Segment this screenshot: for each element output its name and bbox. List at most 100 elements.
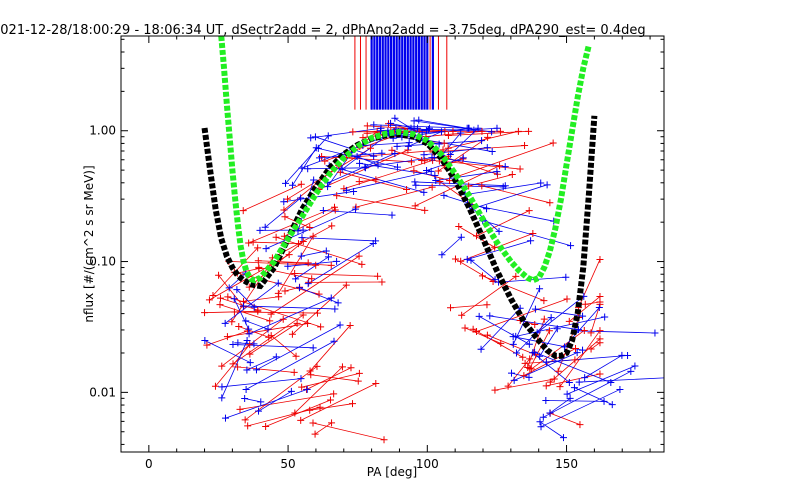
trace-segment	[310, 374, 359, 382]
plus-marker	[474, 124, 482, 132]
plus-marker	[596, 255, 604, 263]
plus-marker	[565, 378, 573, 386]
plus-marker	[483, 331, 491, 339]
plus-marker	[537, 423, 545, 431]
plus-marker	[307, 371, 315, 379]
plus-marker	[306, 406, 314, 414]
plus-marker	[218, 394, 226, 402]
trace-segment	[472, 184, 548, 210]
trace-segment	[529, 330, 550, 369]
plus-marker	[574, 326, 582, 334]
trace-segment	[220, 297, 258, 311]
plus-marker	[519, 353, 527, 361]
plus-marker	[420, 188, 428, 196]
plus-marker	[431, 172, 439, 180]
plus-marker	[298, 383, 306, 391]
plus-marker	[420, 151, 428, 159]
plus-marker	[294, 240, 302, 248]
plus-marker	[203, 341, 211, 349]
trace-segment	[301, 131, 399, 169]
plus-marker	[651, 329, 659, 337]
plus-marker	[444, 132, 452, 140]
plus-marker	[447, 304, 455, 312]
trace-segment	[343, 159, 433, 190]
trace-segment	[435, 171, 497, 181]
green-fit-curve	[218, 36, 592, 284]
trace-segment	[450, 304, 487, 309]
plus-marker	[627, 367, 635, 375]
plus-marker	[292, 275, 300, 283]
plus-marker	[333, 192, 341, 200]
trace-segment	[277, 261, 332, 266]
plus-marker	[243, 366, 251, 374]
plus-marker	[262, 245, 270, 253]
plus-marker	[618, 351, 626, 359]
plus-marker	[361, 163, 369, 171]
plus-marker	[245, 325, 253, 333]
plus-marker	[351, 205, 359, 213]
trace-segment	[482, 220, 571, 247]
plus-marker	[347, 364, 355, 372]
plus-marker	[563, 390, 571, 398]
plus-marker	[246, 341, 254, 349]
plot-area	[120, 35, 665, 453]
plus-marker	[553, 325, 561, 333]
plus-marker	[380, 436, 388, 444]
trace-segment	[540, 389, 621, 428]
plus-marker	[571, 356, 579, 364]
data-markers	[201, 114, 659, 444]
plus-marker	[493, 168, 501, 176]
trace-segment	[283, 191, 354, 203]
plus-marker	[587, 329, 595, 337]
plus-marker	[525, 207, 533, 215]
plus-marker	[616, 385, 624, 393]
plus-marker	[242, 385, 250, 393]
plus-marker	[542, 382, 550, 390]
plus-marker	[536, 418, 544, 426]
trace-segment	[245, 320, 269, 330]
plus-marker	[372, 176, 380, 184]
trace-segment	[448, 130, 529, 136]
trace-segment	[590, 342, 601, 350]
plus-marker	[374, 161, 382, 169]
plus-marker	[608, 401, 616, 409]
plus-marker	[334, 299, 342, 307]
plus-marker	[317, 323, 325, 331]
plus-marker	[249, 238, 257, 246]
trace-segment	[441, 236, 462, 256]
plus-marker	[230, 308, 238, 316]
plus-marker	[267, 310, 275, 318]
plus-marker	[461, 324, 469, 332]
plus-marker	[298, 164, 306, 172]
plus-marker	[257, 398, 265, 406]
trace-segment	[373, 124, 469, 129]
plus-marker	[374, 272, 382, 280]
plus-marker	[546, 409, 554, 417]
plus-marker	[562, 273, 570, 281]
plus-marker	[274, 289, 282, 297]
trace-segment	[425, 130, 483, 137]
plus-marker	[326, 396, 334, 404]
plus-marker	[262, 422, 270, 430]
x-axis-label: PA [deg]	[367, 465, 417, 479]
trace-segment	[414, 120, 492, 133]
plus-marker	[486, 312, 494, 320]
plus-marker	[540, 297, 548, 305]
x-axis: 0 50 100 150	[145, 36, 651, 471]
plus-marker	[243, 327, 251, 335]
trace-segment	[340, 171, 407, 190]
trace-segment	[301, 237, 376, 242]
plus-marker	[288, 181, 296, 189]
plus-marker	[234, 339, 242, 347]
trace-segment	[224, 282, 279, 324]
plus-marker	[346, 321, 354, 329]
trace-segment	[564, 307, 600, 348]
trace-segment	[258, 390, 292, 412]
plus-marker	[542, 358, 550, 366]
plus-marker	[526, 364, 534, 372]
plus-marker	[221, 414, 229, 422]
plus-marker	[242, 317, 250, 325]
trace-segment	[227, 323, 308, 338]
plus-marker	[372, 237, 380, 245]
plus-marker	[239, 302, 247, 310]
